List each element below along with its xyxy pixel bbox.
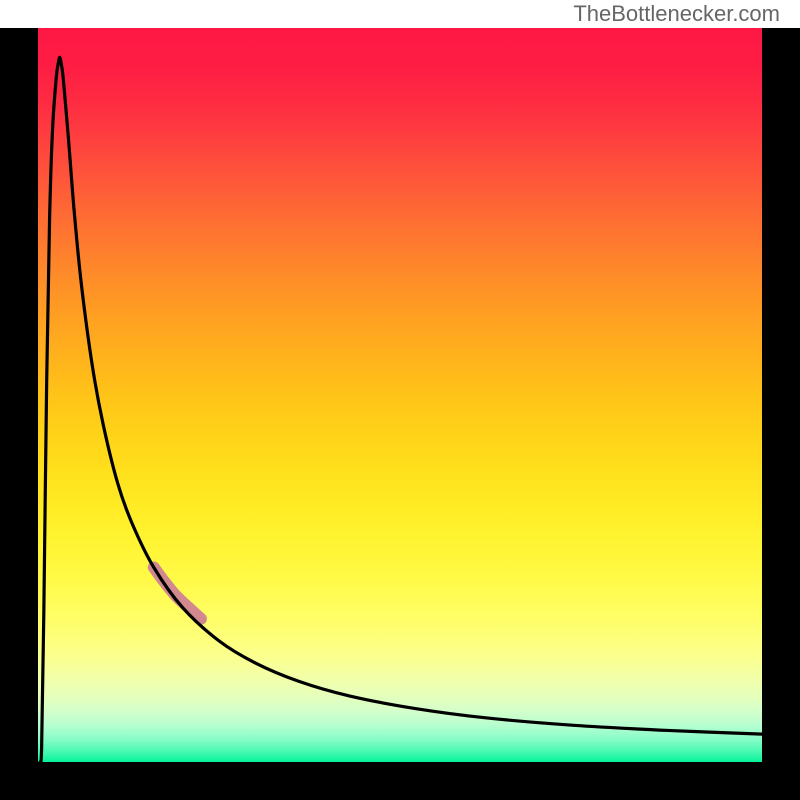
chart-container: TheBottlenecker.com: [0, 0, 800, 800]
chart-background: [38, 28, 762, 762]
attribution-label: TheBottlenecker.com: [573, 0, 780, 28]
chart-border: [762, 28, 800, 800]
bottleneck-chart: [0, 0, 800, 800]
chart-border: [0, 762, 800, 800]
chart-border: [0, 28, 38, 800]
